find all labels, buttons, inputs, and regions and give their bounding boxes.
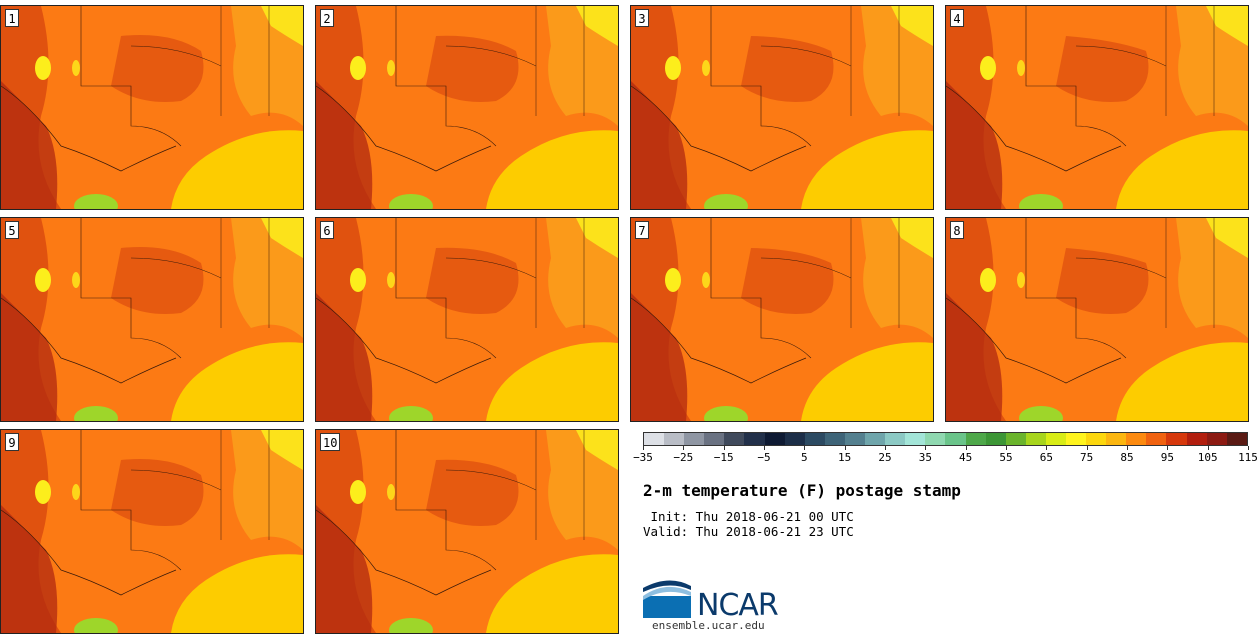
colorbar-tick-label: −35 [633,451,653,464]
colorbar-segment [824,433,845,445]
colorbar-segment [724,433,745,445]
colorbar-segment [905,433,926,445]
colorbar-tick [1167,446,1169,450]
colorbar-tick-label: 85 [1120,451,1134,464]
colorbar-tick-label: 75 [1080,451,1094,464]
colorbar-tick [1086,446,1088,450]
member-number: 10 [320,433,341,451]
member-number: 3 [635,9,649,27]
colorbar-segment [1045,433,1066,445]
colorbar-tick-label: −5 [757,451,771,464]
colorbar-tick [1006,446,1007,450]
member-number: 8 [950,221,964,239]
member-number: 5 [5,221,19,239]
colorbar-segment [1065,433,1087,445]
logo-site: ensemble.ucar.edu [652,619,765,632]
colorbar-segment [664,433,685,445]
ensemble-member-panel: 5 [0,217,304,422]
colorbar-segment [1005,433,1026,445]
colorbar-segment [844,433,866,445]
init-time: Init: Thu 2018-06-21 00 UTC [643,509,854,524]
colorbar-tick [965,446,967,450]
ensemble-member-panel: 2 [315,5,619,210]
colorbar-tick-label: −25 [673,451,694,464]
member-number: 1 [5,9,19,27]
colorbar-segment [1206,433,1227,445]
ensemble-member-panel: 3 [630,5,934,210]
colorbar-tick-label: 105 [1197,451,1218,464]
colorbar-tick [643,446,644,450]
member-number: 7 [635,221,649,239]
colorbar-tick [1046,446,1048,450]
colorbar-tick-label: 95 [1160,451,1174,464]
ensemble-member-panel: 9 [0,429,304,634]
colorbar-tick [885,446,886,450]
member-number: 4 [950,9,964,27]
colorbar-segment [965,433,986,445]
ensemble-member-panel: 7 [630,217,934,422]
colorbar-segment [704,433,725,445]
colorbar-tick [844,446,846,450]
colorbar-segment [885,433,906,445]
colorbar-tick [1207,446,1209,450]
member-number: 6 [320,221,334,239]
colorbar-segment [744,433,765,445]
temperature-colorbar [643,432,1248,446]
colorbar-tick [1127,446,1128,450]
colorbar-tick-labels: −35 −25 −15 −5 5 15 25 35 45 55 65 75 85 95 105 115 [633,446,1258,468]
colorbar-segment [1166,433,1187,445]
colorbar-segment [1226,433,1247,445]
colorbar-tick [683,446,685,450]
colorbar-tick-label: 55 [999,451,1013,464]
ensemble-member-panel: 4 [945,5,1249,210]
colorbar-segment [1025,433,1046,445]
valid-time: Valid: Thu 2018-06-21 23 UTC [643,524,854,539]
colorbar-tick-label: 45 [959,451,973,464]
ensemble-member-panel: 10 [315,429,619,634]
logo-name: NCAR [697,588,779,623]
colorbar-tick [723,446,725,450]
ensemble-member-panel: 6 [315,217,619,422]
colorbar-segment [644,433,665,445]
colorbar-segment [925,433,946,445]
colorbar-segment [764,433,785,445]
colorbar-segment [1146,433,1167,445]
colorbar-tick-label: 65 [1039,451,1053,464]
colorbar-segment [1126,433,1147,445]
ensemble-member-panel: 1 [0,5,304,210]
colorbar-segment [985,433,1006,445]
member-number: 9 [5,433,19,451]
colorbar-segment [945,433,966,445]
colorbar-segment [784,433,805,445]
colorbar-tick-label: 15 [838,451,852,464]
ensemble-member-panel: 8 [945,217,1249,422]
chart-title: 2-m temperature (F) postage stamp [643,481,961,500]
colorbar-tick-label: 5 [801,451,808,464]
colorbar-tick [804,446,806,450]
ncar-logo-icon [643,580,691,618]
colorbar-tick [925,446,927,450]
colorbar-segment [865,433,886,445]
member-number: 2 [320,9,334,27]
colorbar-segment [684,433,705,445]
colorbar-tick [1248,446,1249,450]
colorbar-segment [1106,433,1127,445]
colorbar-tick-label: 35 [918,451,932,464]
colorbar-tick-label: 115 [1238,451,1258,464]
colorbar-segment [804,433,825,445]
colorbar-segment [1186,433,1207,445]
colorbar-tick-label: 25 [878,451,892,464]
colorbar-tick [764,446,765,450]
colorbar-tick-label: −15 [713,451,734,464]
colorbar-segment [1086,433,1107,445]
